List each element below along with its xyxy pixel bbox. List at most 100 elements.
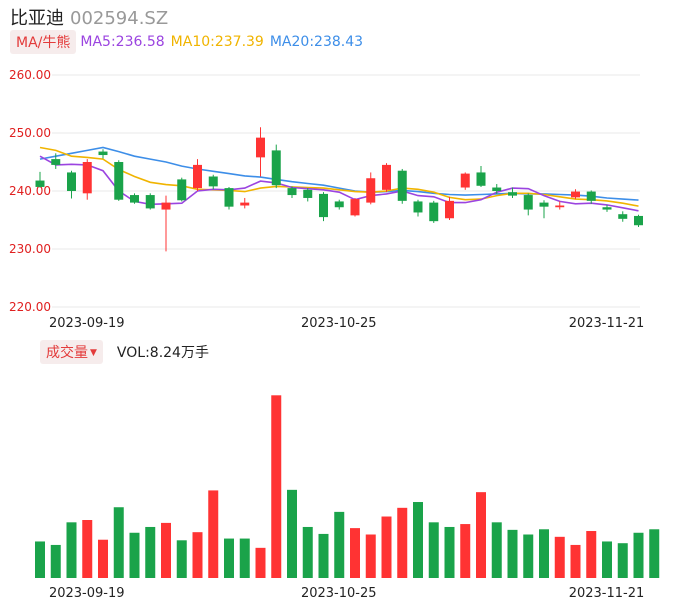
candle-body [67,172,76,191]
candle-down [130,193,139,204]
volume-bar-down [35,541,45,578]
price-axis-label: 220.00 [9,300,51,314]
volume-bar-down [617,543,628,578]
candle-down [35,171,45,188]
candle-body [319,193,328,218]
price-candlestick-chart[interactable]: 260.00 250.00 240.00 230.00 220.00 2023-09-19… [0,0,686,335]
candle-body [256,137,265,158]
volume-date-axis-label: 2023-11-21 [569,586,645,601]
candle-down [508,187,517,198]
candle-body [602,207,612,210]
candle-down [67,170,76,199]
candle-up [445,196,454,220]
volume-bar-up [476,492,486,578]
candle-up [161,195,171,252]
candle-up [382,163,391,193]
candle-down [287,186,297,198]
candle-down [224,186,234,210]
volume-bar-up [381,516,392,578]
candle-body [397,170,407,201]
volume-bar-down [302,526,313,578]
candle-down [303,188,313,202]
candle-down [602,204,612,212]
candle-body [240,202,250,206]
volume-bar-down [113,507,124,578]
caret-down-icon: ▼ [90,348,97,358]
candle-down [51,153,61,169]
candle-body [130,195,139,203]
volume-bar-down [224,538,234,578]
candle-body [413,201,423,213]
candle-body [539,202,549,207]
volume-bar-up [586,531,597,578]
candle-body [224,188,234,207]
candle-body [208,176,218,187]
candle-body [98,151,108,156]
volume-bar-down [507,529,518,578]
volume-bar-down [523,534,534,578]
candle-body [51,159,61,165]
candle-down [208,174,218,190]
candle-up [460,172,470,190]
candle-up [256,127,265,177]
candle-down [98,149,108,159]
candle-body [476,172,486,186]
ma20-label: MA20:238.43 [269,34,364,50]
price-axis-label: 240.00 [9,184,51,198]
volume-bar-down [649,529,660,578]
candle-body [303,189,313,198]
candle-body [271,150,281,186]
ma-toggle-button[interactable]: MA/牛熊 [10,30,77,54]
volume-bar-up [397,507,408,578]
candle-down [476,166,486,187]
volume-bar-up [98,539,108,578]
ma10-label: MA10:237.39 [170,34,264,50]
candle-body [618,214,628,219]
candle-body [586,191,596,201]
candle-up [366,172,376,205]
candle-body [508,192,517,196]
candle-body [177,179,187,201]
candle-down [114,160,124,201]
volume-dropdown-label: 成交量 [46,345,88,361]
date-axis-label: 2023-11-21 [569,316,645,331]
stock-name: 比亚迪 [10,8,64,29]
volume-bar-up [570,544,581,578]
date-axis-label: 2023-10-25 [301,316,377,331]
price-axis-label: 230.00 [9,242,51,256]
candle-body [555,205,565,208]
candle-body [382,164,391,190]
candle-down [429,200,439,223]
volume-bar-down [50,544,61,578]
candle-down [177,177,187,202]
volume-bar-down [176,540,187,578]
candle-down [271,144,281,189]
volume-bar-down [491,522,502,578]
volume-bar-down [145,526,156,578]
candle-body [193,164,202,189]
volume-bar-up [460,524,471,578]
candle-body [492,187,502,191]
volume-bar-up [82,520,93,578]
candle-down [586,190,596,204]
volume-bar-down [287,489,297,578]
candle-down [492,184,502,194]
ma-toggle-label: MA/牛熊 [16,35,71,51]
volume-date-axis-label: 2023-09-19 [49,586,125,601]
volume-bar-up [208,490,219,578]
volume-indicator-dropdown[interactable]: 成交量 ▼ [40,340,103,364]
volume-legend: 成交量 ▼ VOL:8.24万手 [40,340,209,364]
candle-body [287,188,297,196]
volume-bar-down [66,522,77,578]
date-axis-label: 2023-09-19 [49,316,125,331]
candle-down [634,214,643,227]
candle-down [145,193,155,210]
candle-down [413,199,423,217]
candle-body [366,178,376,203]
ma-legend: MA/牛熊 MA5:236.58 MA10:237.39 MA20:238.43 [10,30,364,54]
volume-bar-up [192,532,203,578]
ma5-line [39,155,639,212]
price-axis-label: 250.00 [9,126,51,140]
volume-value-label: VOL:8.24万手 [116,345,209,361]
price-axis-label: 260.00 [9,68,51,82]
